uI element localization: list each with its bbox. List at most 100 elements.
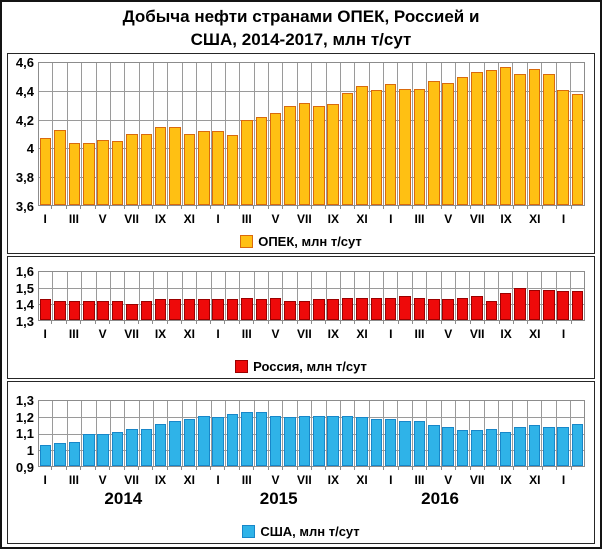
x-tick-mark [182,321,197,324]
month-slot [442,272,456,320]
y-tick-label: 3,6 [15,199,34,214]
x-tick-mark [168,321,183,324]
month-slot [327,401,341,466]
x-tick-mark [500,467,514,470]
month-slot [298,401,313,466]
x-tick-label: III [241,327,252,341]
x-tick-mark [500,206,514,209]
x-tick-label: IX [154,212,167,226]
opec-x-axis-labels: I III V VII IX XI I III V VII IX XI I III V VII IX XI I [38,209,585,226]
month-slot [513,272,528,320]
usa-bar [557,427,569,466]
month-slot [384,401,399,466]
x-tick-mark [197,321,212,324]
x-tick-mark [355,206,370,209]
x-tick-mark [125,206,139,209]
usa-bar [327,415,339,466]
opec-bar [198,131,210,205]
x-tick-label: I [216,473,220,487]
russia-bar [198,299,210,320]
opec-bar [255,116,268,205]
x-tick-mark [52,321,67,324]
month-slot [456,401,471,466]
russia-bar [456,297,469,320]
usa-bar [241,412,253,466]
x-tick-mark [370,321,385,324]
usa-bar [83,433,95,466]
usa-y-axis-labels: 1,3 1,2 1,1 1 0,9 [10,394,38,475]
month-slot [355,63,370,205]
x-tick-label: IX [500,327,512,341]
month-slot [212,401,226,466]
month-slot [485,272,499,320]
russia-plot-area [38,271,585,321]
month-slot [97,63,111,205]
x-tick-mark [81,321,96,324]
opec-bar [269,112,282,205]
x-tick-mark [370,467,385,470]
x-tick-label: V [98,327,107,341]
usa-bar [370,418,383,466]
usa-bar [298,415,311,466]
opec-bar [413,88,426,205]
opec-bar [341,92,354,205]
x-tick-label: I [43,473,47,487]
x-tick-mark [168,467,183,470]
opec-bar [499,67,512,205]
month-slot [212,272,226,320]
y-tick-label: 1,1 [15,426,34,441]
russia-legend-swatch [235,360,249,373]
russia-x-axis-labels: I III V VII IX XI I III V VII IX XI I III V VII IX XI I [38,324,585,341]
month-slot [240,272,255,320]
month-slot [384,272,399,320]
x-tick-mark [399,467,413,470]
usa-bar [571,423,584,466]
x-tick-label: III [241,212,252,226]
opec-bar [284,105,296,205]
x-tick-mark [38,206,53,209]
x-tick-mark [67,206,82,209]
x-tick-label: IX [327,473,339,487]
x-tick-label: V [98,473,107,487]
x-tick-label: I [389,212,393,226]
chart-title-line2: США, 2014-2017, млн т/сут [190,30,412,49]
x-tick-mark [557,321,572,324]
month-slot [298,63,313,205]
month-slot [557,401,571,466]
month-slot [398,401,413,466]
x-tick-mark [312,467,327,470]
month-slot [370,272,384,320]
x-tick-mark [81,206,96,209]
y-tick-label: 1,5 [15,281,34,296]
x-tick-mark [38,467,53,470]
month-slot [542,63,557,205]
x-tick-mark [254,206,269,209]
x-tick-label: I [216,212,220,226]
x-tick-label: XI [356,212,368,226]
x-tick-mark [413,467,428,470]
month-slot [470,272,485,320]
x-tick-mark [355,467,370,470]
year-label: 2015 [259,489,298,508]
x-tick-mark [413,321,428,324]
opec-bar [370,89,383,205]
x-tick-label: XI [356,473,368,487]
usa-bar [428,425,440,466]
opec-y-axis-labels: 4,6 4,4 4,2 4 3,8 3,6 [10,56,38,214]
month-slot [53,63,68,205]
usa-bar [514,427,526,466]
month-slot [154,401,169,466]
month-slot [413,272,428,320]
opec-legend-swatch [240,235,254,248]
x-tick-mark [456,206,471,209]
usa-bar [384,418,397,466]
month-slot [39,63,54,205]
month-slot [485,401,499,466]
usa-legend: США, млн т/сут [10,520,592,543]
x-tick-mark [182,467,197,470]
x-tick-mark [153,467,168,470]
x-tick-label: IX [154,473,167,487]
y-tick-label: 1,3 [15,314,34,329]
x-tick-mark [399,321,413,324]
